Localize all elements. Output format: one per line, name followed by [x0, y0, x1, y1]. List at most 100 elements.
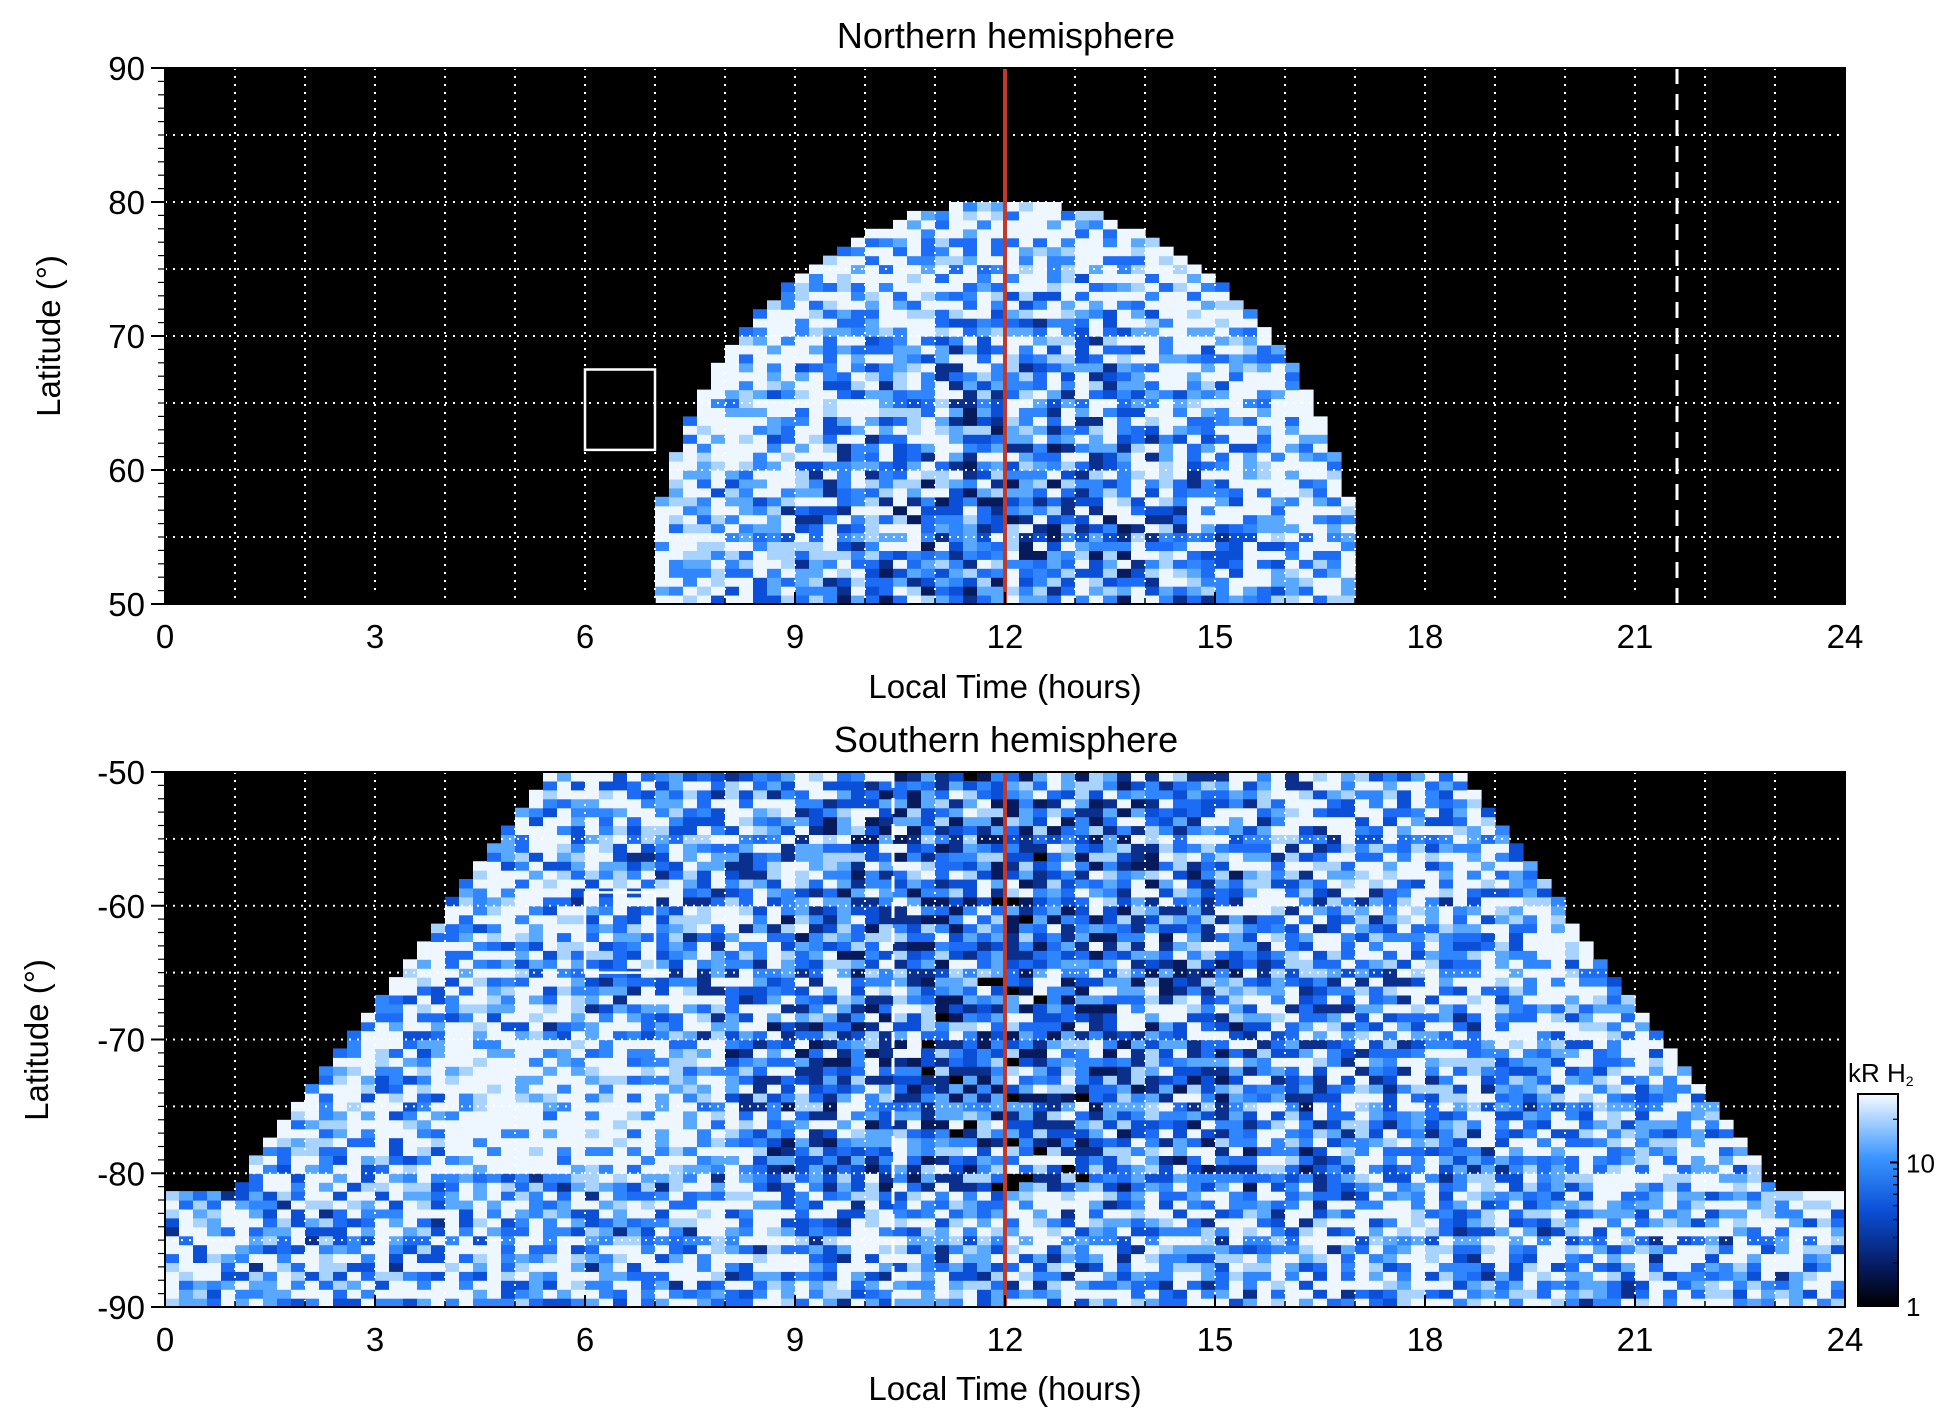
emission-cell [571, 887, 586, 898]
emission-cell [375, 1271, 390, 1281]
emission-cell [627, 1057, 642, 1067]
emission-cell [585, 789, 600, 800]
emission-cell [655, 1066, 670, 1076]
emission-cell [767, 887, 782, 898]
emission-cell [571, 1093, 586, 1103]
x-tick-label: 24 [1827, 618, 1864, 655]
emission-cell [865, 434, 880, 444]
emission-cell [865, 1128, 880, 1139]
emission-cell [963, 1084, 978, 1094]
emission-cell [753, 887, 768, 898]
emission-cell [417, 986, 432, 996]
emission-cell [291, 1155, 306, 1165]
emission-cell [977, 282, 992, 292]
emission-cell [375, 994, 390, 1005]
emission-cell [1033, 371, 1048, 382]
emission-cell [921, 914, 936, 925]
emission-cell [1075, 309, 1090, 319]
emission-cell [403, 986, 418, 996]
emission-cell [1117, 300, 1132, 310]
emission-cell [879, 994, 894, 1005]
emission-cell [1047, 219, 1062, 230]
emission-cell [1299, 523, 1314, 534]
emission-cell [977, 1253, 992, 1263]
emission-cell [1033, 487, 1048, 498]
emission-cell [837, 523, 852, 534]
emission-cell [1005, 1217, 1020, 1228]
north-overlays [583, 68, 1679, 604]
emission-cell [921, 487, 936, 498]
emission-cell [1313, 595, 1328, 605]
emission-cell [1061, 1262, 1076, 1272]
emission-cell [851, 896, 866, 907]
emission-cell [1285, 407, 1300, 417]
emission-cell [389, 1119, 404, 1130]
emission-cell [1327, 550, 1342, 560]
emission-cell [739, 807, 754, 818]
emission-cell [683, 798, 698, 809]
emission-cell [1145, 255, 1160, 266]
emission-cell [711, 505, 726, 516]
emission-cell [291, 1137, 306, 1148]
emission-cell [277, 1164, 292, 1174]
emission-cell [907, 487, 922, 498]
emission-cell [1201, 559, 1216, 569]
emission-cell [1313, 568, 1328, 578]
emission-cell [767, 1262, 782, 1272]
emission-cell [963, 1244, 978, 1255]
emission-cell [1201, 425, 1216, 435]
emission-cell [669, 1137, 684, 1148]
emission-cell [557, 1084, 572, 1094]
emission-cell [403, 1075, 418, 1085]
emission-cell [851, 1057, 866, 1067]
emission-cell [347, 1217, 362, 1228]
emission-cell [613, 994, 628, 1005]
emission-cell [515, 1271, 530, 1281]
emission-cell [795, 852, 810, 862]
emission-cell [1019, 977, 1034, 987]
emission-cell [1047, 202, 1062, 212]
emission-cell [613, 1280, 628, 1290]
emission-cell [921, 887, 936, 898]
emission-cell [1243, 541, 1258, 551]
x-tick-label: 0 [156, 618, 174, 655]
emission-cell [515, 852, 530, 862]
emission-cell [1229, 344, 1244, 355]
emission-cell [1159, 344, 1174, 355]
emission-cell [935, 1280, 950, 1290]
emission-cell [501, 1128, 516, 1139]
emission-cell [431, 1200, 446, 1210]
emission-cell [1089, 577, 1104, 587]
emission-cell [893, 1200, 908, 1210]
emission-cell [893, 825, 908, 835]
emission-cell [1173, 291, 1188, 301]
emission-cell [1131, 264, 1146, 274]
emission-cell [305, 1191, 320, 1201]
emission-cell [781, 416, 796, 426]
emission-cell [865, 789, 880, 800]
emission-cell [641, 1146, 656, 1156]
emission-cell [655, 994, 670, 1005]
emission-cell [823, 852, 838, 862]
emission-cell [1047, 425, 1062, 435]
emission-cell [1061, 353, 1076, 364]
emission-cell [753, 577, 768, 587]
emission-cell [963, 825, 978, 835]
emission-cell [1005, 1200, 1020, 1210]
emission-cell [949, 559, 964, 569]
emission-cell [1047, 407, 1062, 417]
emission-cell [655, 1155, 670, 1165]
emission-cell [683, 780, 698, 791]
emission-cell [1089, 425, 1104, 435]
emission-cell [1243, 416, 1258, 426]
emission-cell [977, 887, 992, 898]
emission-cell [697, 905, 712, 916]
emission-cell [1243, 478, 1258, 489]
emission-cell [669, 896, 684, 907]
emission-cell [1005, 1012, 1020, 1023]
emission-cell [431, 994, 446, 1005]
emission-cell [907, 1200, 922, 1210]
emission-cell [487, 1066, 502, 1076]
emission-cell [893, 1173, 908, 1183]
emission-cell [949, 1217, 964, 1228]
